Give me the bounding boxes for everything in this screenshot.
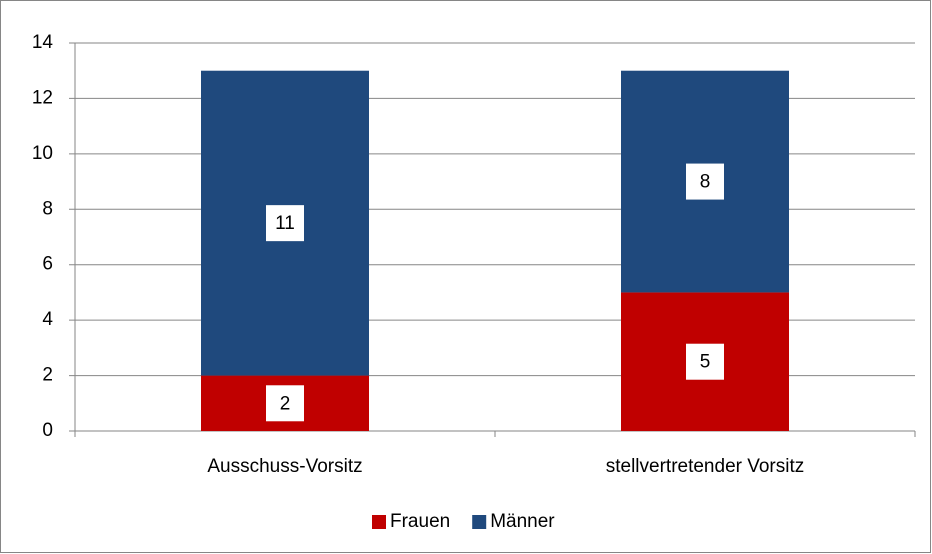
x-tick-label: stellvertretender Vorsitz (606, 456, 805, 477)
y-tick-label: 10 (32, 143, 53, 164)
y-tick-label: 4 (42, 309, 53, 330)
data-label-box (686, 343, 724, 380)
legend-label: Frauen (390, 511, 450, 532)
y-tick-label: 12 (32, 87, 53, 108)
data-label: 5 (700, 352, 711, 373)
legend-label: Männer (490, 511, 555, 532)
data-label-box (266, 385, 304, 422)
data-label: 2 (280, 393, 291, 414)
x-tick-label: Ausschuss-Vorsitz (207, 456, 362, 477)
y-tick-label: 0 (42, 420, 53, 441)
data-label: 8 (700, 172, 711, 193)
y-tick-label: 6 (42, 254, 53, 275)
data-label-box (266, 205, 304, 242)
legend-swatch (372, 515, 386, 529)
y-tick-label: 14 (32, 32, 54, 53)
y-tick-label: 2 (42, 365, 53, 386)
y-tick-label: 8 (42, 198, 53, 219)
data-label-box (686, 163, 724, 200)
data-label: 11 (275, 213, 295, 234)
legend-swatch (472, 515, 487, 529)
